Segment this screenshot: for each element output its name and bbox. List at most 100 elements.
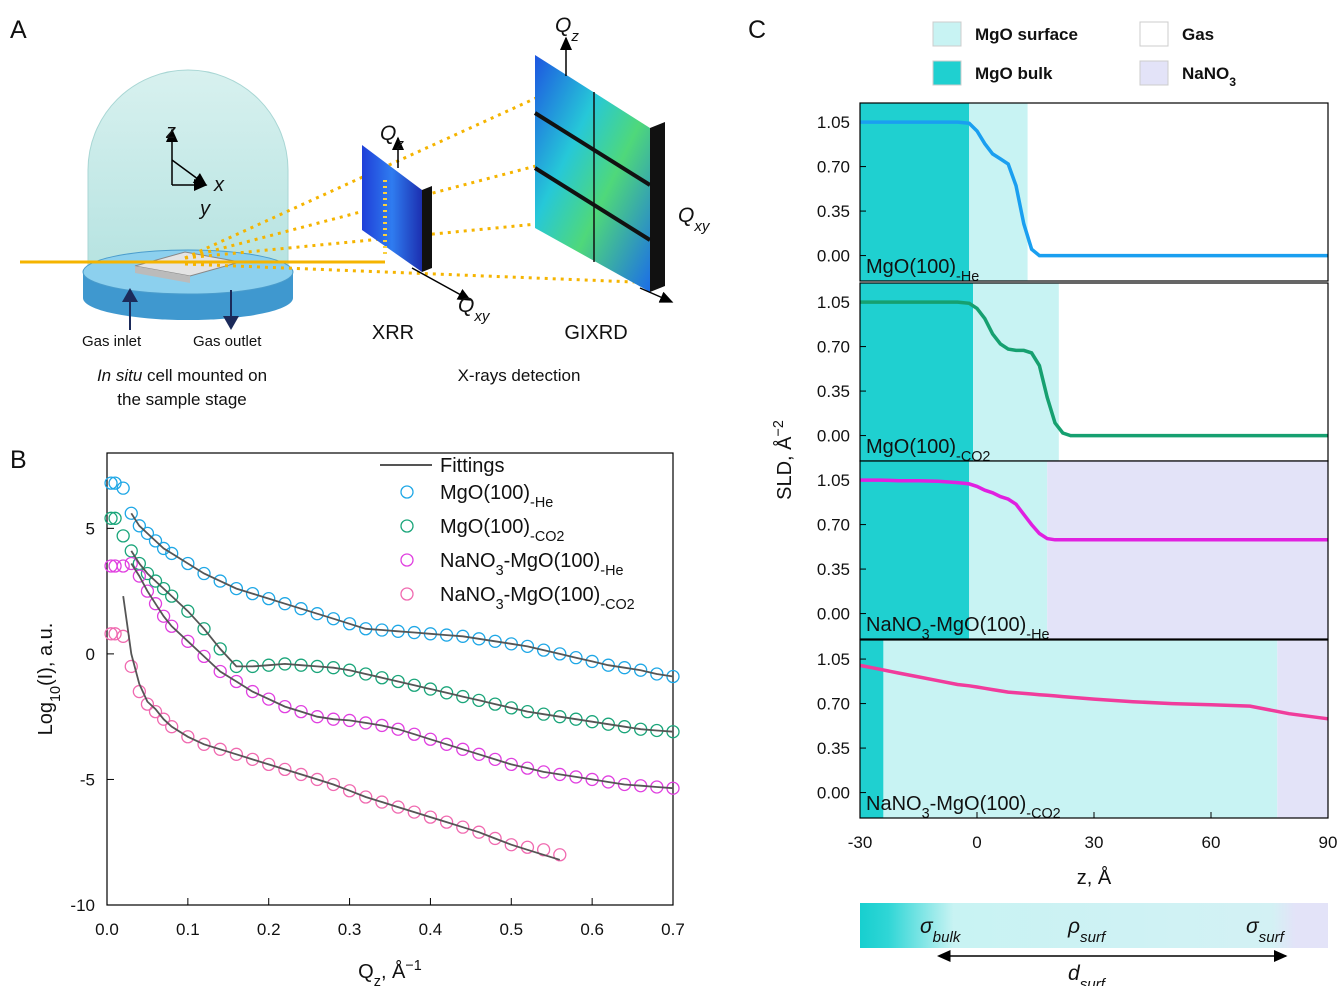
legend-label: NaNO3-MgO(100)-He [440,550,624,579]
legend-swatch [1139,60,1169,86]
region [973,283,1059,461]
data-point [132,519,146,533]
data-point [124,659,138,674]
data-point [326,612,341,626]
text-part: NaNO [440,584,496,606]
data-point [310,607,324,621]
data-point [181,556,195,571]
panel-letter: A [10,16,27,44]
data-point [536,765,551,779]
legend-swatch [932,60,962,86]
text-part: d [1068,962,1081,985]
sld-line [860,478,1328,542]
axis-label: z [165,121,176,143]
data-point [197,622,211,636]
data-point [407,805,421,819]
text-part: σ [920,915,934,938]
caption: the sample stage [117,390,246,409]
data-point [108,559,122,573]
y-tick-label: 0.70 [817,158,850,177]
data-point [108,627,122,641]
y-tick-label: 0.35 [817,560,850,579]
data-point [278,762,292,777]
x-tick-label: 90 [1319,833,1338,852]
x-tick-label: 0.0 [95,920,119,939]
y-tick-label: 0.35 [817,202,850,221]
y-axis-label: Log10(I), a.u. [35,623,64,736]
data-point [213,574,227,588]
legend-label: NaNO3-MgO(100)-CO2 [440,584,635,613]
y-axis-label: SLD, Å−2 [771,420,796,500]
legend-swatch [400,587,414,601]
region [1058,283,1328,461]
data-point [375,671,389,685]
data-point [156,712,171,726]
data-point [116,559,130,573]
data-point [140,526,155,541]
plot-frame [859,460,1329,640]
data-point [375,718,389,733]
schematic-label: σsurf [1246,915,1286,946]
data-point [569,651,583,665]
legend-swatch [400,519,414,533]
data-point [132,569,146,583]
x-tick-label: 0.6 [580,920,604,939]
region [860,103,970,281]
data-point [108,511,122,525]
data-point [585,772,599,787]
data-point [156,581,171,596]
text-part: -MgO(100) [504,584,601,606]
label: Gas outlet [193,333,262,350]
q-label: Qxy [458,294,491,325]
data-point [245,586,260,601]
data-point [488,752,502,767]
data-point [326,777,341,792]
text-part: -MgO(100) [930,793,1027,815]
y-tick-label: 0 [86,645,95,664]
text-part: 3 [496,563,504,579]
data-point [472,747,486,761]
data-point [456,689,470,704]
gixrd-detector-side [650,122,665,292]
data-point [262,692,276,706]
data-point [148,597,163,611]
y-tick-label: 0.70 [817,695,850,714]
region [1047,461,1328,639]
x-tick-label: 0.7 [661,920,685,939]
data-point [245,752,260,767]
data-point [294,602,308,616]
data-point [294,767,308,782]
diagram-a: z x y Qz Qxy Qz Qxy Gas inlet Gas outlet… [20,14,711,409]
y-tick-label: 0.70 [817,516,850,535]
data-point [504,701,518,715]
q-arrow [639,287,674,303]
y-tick-label: 1.05 [817,471,850,490]
panel-letter: C [748,16,766,44]
data-point [278,699,292,714]
fit-line [122,595,561,861]
text-part: z [570,28,579,45]
y-tick-label: 0.35 [817,739,850,758]
text-part: 3 [1229,75,1236,89]
text-part: surf [1080,976,1107,986]
text-part: surf [1080,929,1107,946]
text-part: Q [380,122,396,145]
data-point [181,604,195,618]
q-label: Qz [380,122,404,153]
panel-letter: B [10,446,27,474]
data-point [140,566,155,581]
sld-line [859,663,1329,721]
curve-label: NaNO3-MgO(100)-CO2 [866,793,1061,822]
data-point [124,506,138,520]
legend-label: MgO bulk [975,64,1053,83]
text-part: 10 [48,686,64,702]
data-point [229,581,244,596]
data-point [359,716,373,730]
data-point [520,639,535,654]
x-axis-label: Qz, Å−1 [358,958,422,986]
legend-swatch [400,553,414,567]
label: GIXRD [564,322,627,344]
data-point [294,704,308,719]
data-point [439,815,454,829]
